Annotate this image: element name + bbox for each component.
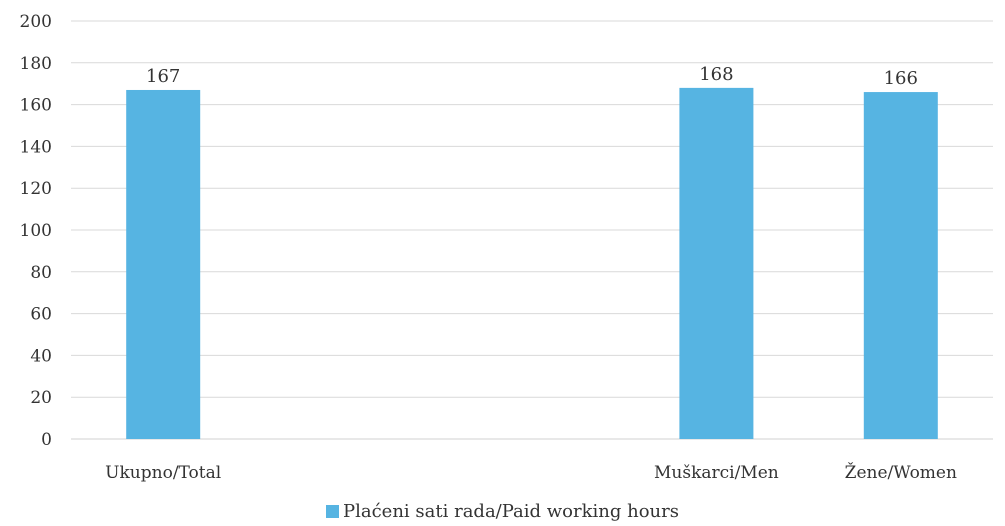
legend-label: Plaćeni sati rada/Paid working hours: [343, 501, 679, 522]
bar: [679, 87, 754, 439]
gridlines: [71, 20, 993, 440]
y-axis: 0 20 40 60 80 100 120 140 160 180 200: [20, 12, 52, 450]
x-axis: Ukupno/Total Muškarci/Men Žene/Women: [105, 462, 957, 483]
y-tick-label: 80: [30, 263, 52, 283]
bars: [126, 87, 938, 439]
x-tick-label: Muškarci/Men: [654, 463, 779, 483]
y-tick-label: 120: [20, 179, 52, 199]
legend: Plaćeni sati rada/Paid working hours: [0, 500, 1005, 524]
y-tick-label: 0: [41, 430, 52, 450]
data-label: 166: [884, 68, 918, 89]
x-tick-label: Ukupno/Total: [105, 463, 221, 483]
data-label: 168: [699, 64, 733, 85]
y-tick-label: 180: [20, 54, 52, 74]
data-label: 167: [146, 66, 180, 87]
y-tick-label: 60: [30, 305, 52, 325]
y-tick-label: 100: [20, 221, 52, 241]
legend-swatch-icon: [326, 505, 339, 518]
x-tick-label: Žene/Women: [845, 462, 957, 483]
y-tick-label: 200: [20, 12, 52, 32]
y-tick-label: 160: [20, 96, 52, 116]
data-labels: 167 168 166: [146, 64, 918, 89]
y-tick-label: 40: [30, 346, 52, 366]
y-tick-label: 140: [20, 137, 52, 157]
bar: [126, 89, 201, 439]
bar: [863, 92, 938, 439]
y-tick-label: 20: [30, 388, 52, 408]
